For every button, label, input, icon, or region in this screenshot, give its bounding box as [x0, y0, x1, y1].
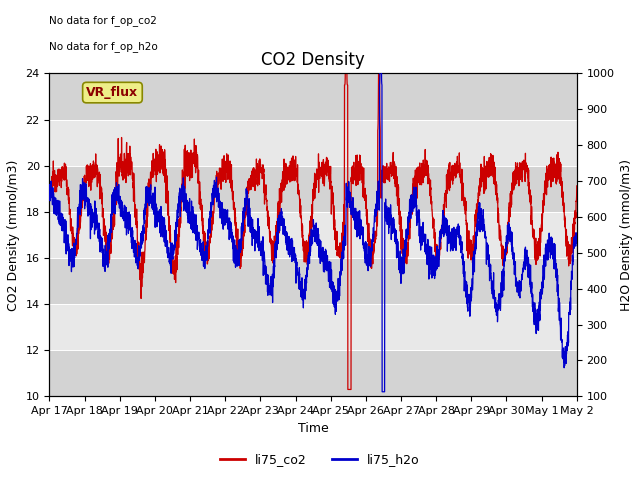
X-axis label: Time: Time [298, 421, 328, 435]
Bar [49, 166, 577, 212]
Bar [49, 73, 577, 120]
Bar [49, 350, 577, 396]
Y-axis label: H2O Density (mmol/m3): H2O Density (mmol/m3) [620, 159, 633, 311]
Text: No data for f_op_h2o: No data for f_op_h2o [49, 41, 158, 52]
Text: VR_flux: VR_flux [86, 86, 138, 99]
Text: No data for f_op_co2: No data for f_op_co2 [49, 15, 157, 26]
Y-axis label: CO2 Density (mmol/m3): CO2 Density (mmol/m3) [7, 159, 20, 311]
Title: CO2 Density: CO2 Density [261, 51, 365, 69]
Legend: li75_co2, li75_h2o: li75_co2, li75_h2o [215, 448, 425, 471]
Bar [49, 258, 577, 304]
